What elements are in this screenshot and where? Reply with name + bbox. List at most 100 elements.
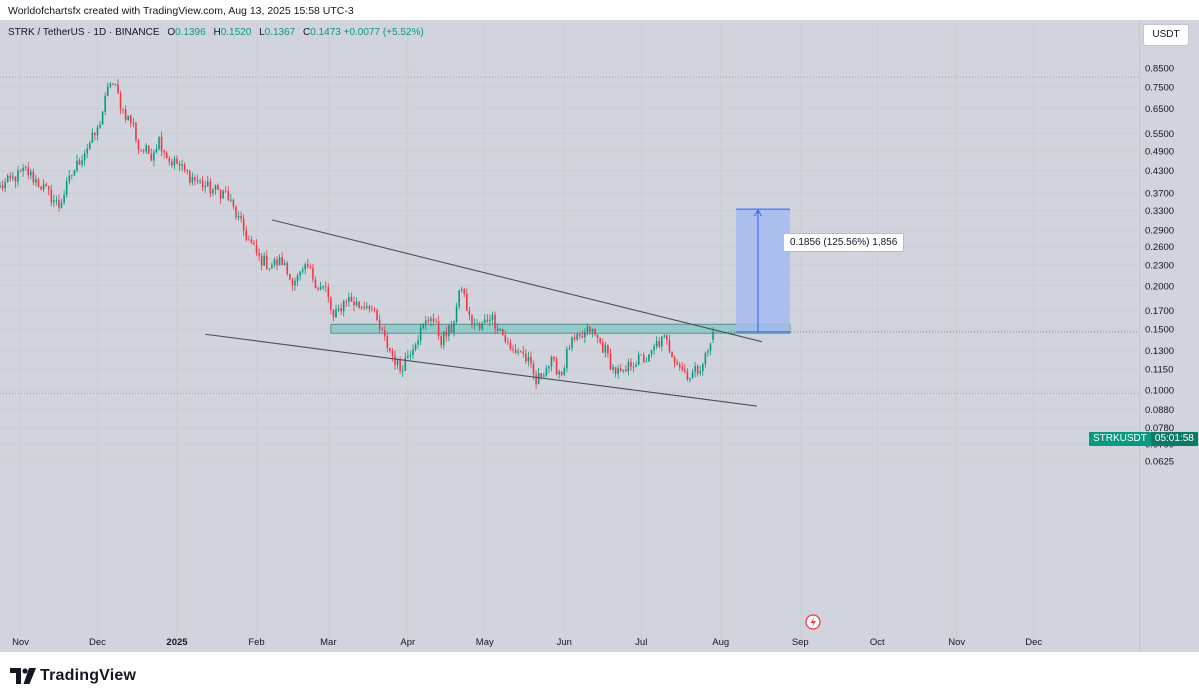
candle-body xyxy=(494,314,496,329)
candle-body xyxy=(122,108,124,110)
candle-body xyxy=(73,170,76,176)
candle-body xyxy=(699,371,702,374)
candle-body xyxy=(540,373,543,377)
candle-body xyxy=(40,186,42,190)
candle-body xyxy=(612,367,614,370)
event-marker-icon[interactable] xyxy=(805,614,821,630)
candle-body xyxy=(337,308,340,310)
price-tick-label: 0.0780 xyxy=(1145,423,1174,434)
candle-body xyxy=(586,326,589,333)
candle-body xyxy=(191,177,194,183)
candle-body xyxy=(460,289,463,291)
candle-body xyxy=(283,263,286,266)
chart-canvas[interactable]: 0.8500 0.7500 0.6500 0.5500 0.4900 0.4300 0.37… xyxy=(0,20,1199,652)
candle-body xyxy=(466,293,468,311)
candle-body xyxy=(201,180,204,188)
candle-body xyxy=(373,309,376,311)
candle-body xyxy=(212,189,214,194)
candle-body xyxy=(673,357,676,363)
candle-body xyxy=(424,320,427,325)
candle-body xyxy=(242,218,245,231)
candle-body xyxy=(204,186,206,188)
candle-body xyxy=(176,158,178,165)
candle-body xyxy=(314,279,317,289)
candle-body xyxy=(294,280,296,286)
time-tick-label: Dec xyxy=(1025,637,1042,648)
candle-body xyxy=(563,368,566,375)
chart-pane[interactable] xyxy=(0,20,1139,652)
candle-body xyxy=(568,347,571,350)
candle-body xyxy=(381,328,383,331)
candle-body xyxy=(512,348,514,350)
price-tick-label: 0.2900 xyxy=(1145,225,1174,236)
candle-body xyxy=(342,300,345,312)
candle-body xyxy=(304,264,307,270)
measure-label[interactable]: 0.1856 (125.56%) 1,856 xyxy=(783,233,905,252)
candle-body xyxy=(617,368,619,374)
candle-body xyxy=(404,357,407,372)
price-tick-label: 0.0880 xyxy=(1145,405,1174,416)
drawings-back xyxy=(330,208,791,334)
candle-body xyxy=(581,335,584,338)
candle-body xyxy=(335,309,337,318)
candle-body xyxy=(663,335,666,337)
candle-body xyxy=(702,364,704,372)
top-bar: Worldofchartsfx created with TradingView… xyxy=(0,0,1199,20)
candle-body xyxy=(522,351,525,354)
candle-body xyxy=(309,266,312,268)
candle-body xyxy=(78,160,81,165)
candle-body xyxy=(394,355,396,365)
candle-body xyxy=(350,296,353,302)
candle-body xyxy=(114,84,117,86)
candle-body xyxy=(319,286,322,290)
candle-body xyxy=(345,300,348,302)
candle-body xyxy=(183,164,186,171)
candle-body xyxy=(137,140,140,150)
candle-body xyxy=(237,215,240,218)
candle-body xyxy=(91,132,94,143)
symbol-legend[interactable]: STRK / TetherUS · 1D · BINANCE O0.1396 H… xyxy=(8,27,424,38)
candle-body xyxy=(519,351,522,353)
candle-body xyxy=(712,331,714,340)
candle-body xyxy=(263,255,265,266)
price-tick-label: 0.3300 xyxy=(1145,206,1174,217)
candle-body xyxy=(576,334,578,340)
candle-body xyxy=(368,306,371,309)
candle-body xyxy=(299,271,301,276)
candle-body xyxy=(630,361,632,367)
candle-body xyxy=(668,340,671,352)
candle-body xyxy=(571,337,573,348)
currency-button[interactable]: USDT xyxy=(1143,24,1189,46)
candle-body xyxy=(158,136,160,150)
symbol-title[interactable]: STRK / TetherUS · 1D · BINANCE xyxy=(8,27,160,38)
candle-body xyxy=(112,83,114,85)
bar-countdown: 05:01:58 xyxy=(1150,432,1198,446)
candle-body xyxy=(17,170,19,182)
candle-body xyxy=(509,342,512,349)
candle-body xyxy=(558,371,560,375)
candle-body xyxy=(532,363,535,375)
candle-body xyxy=(173,158,176,166)
candle-body xyxy=(155,149,158,153)
price-tick-label: 0.1500 xyxy=(1145,325,1174,336)
time-tick-label: Nov xyxy=(948,637,965,648)
candle-body xyxy=(648,354,650,362)
candle-body xyxy=(627,361,630,372)
candle-body xyxy=(430,318,432,321)
candle-body xyxy=(455,306,458,322)
price-axis[interactable] xyxy=(1139,20,1199,652)
candle-body xyxy=(535,374,537,385)
candle-body xyxy=(260,255,263,266)
candle-body xyxy=(409,354,412,356)
price-tick-label: 0.8500 xyxy=(1145,64,1174,75)
candle-body xyxy=(327,287,330,298)
candle-body xyxy=(686,371,689,380)
candle-body xyxy=(596,334,599,338)
candle-body xyxy=(609,353,612,370)
candle-body xyxy=(573,337,576,340)
candle-body xyxy=(473,323,476,325)
candle-body xyxy=(489,319,491,322)
candle-body xyxy=(214,185,217,190)
candle-body xyxy=(696,365,699,374)
candle-body xyxy=(255,244,258,253)
